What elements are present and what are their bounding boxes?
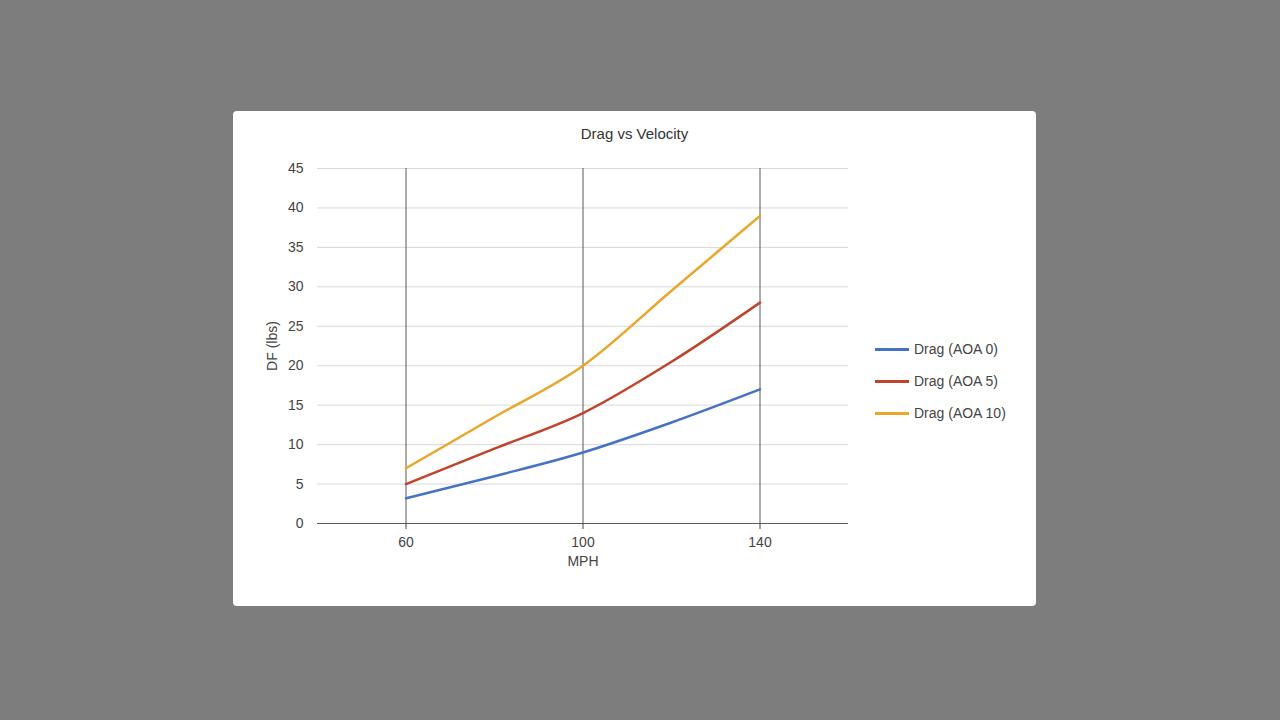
svg-text:30: 30 xyxy=(288,278,304,294)
svg-text:10: 10 xyxy=(288,436,304,452)
svg-text:45: 45 xyxy=(288,160,304,176)
svg-text:0: 0 xyxy=(296,515,304,531)
svg-text:20: 20 xyxy=(288,357,304,373)
svg-text:35: 35 xyxy=(288,239,304,255)
svg-text:40: 40 xyxy=(288,199,304,215)
svg-text:60: 60 xyxy=(398,534,414,550)
svg-text:15: 15 xyxy=(288,397,304,413)
html-text:Drag (AOA 5): Drag (AOA 5) xyxy=(914,373,998,389)
svg-text:DF (lbs): DF (lbs) xyxy=(264,321,280,371)
svg-text:5: 5 xyxy=(296,476,304,492)
html-text:Drag vs Velocity: Drag vs Velocity xyxy=(580,125,689,142)
svg-text:100: 100 xyxy=(571,534,595,550)
svg-text:MPH: MPH xyxy=(567,553,598,569)
svg-text:140: 140 xyxy=(748,534,772,550)
html-text:Drag (AOA 10): Drag (AOA 10) xyxy=(914,405,1006,421)
svg-text:25: 25 xyxy=(288,318,304,334)
html-text:Drag (AOA 0): Drag (AOA 0) xyxy=(914,341,998,357)
